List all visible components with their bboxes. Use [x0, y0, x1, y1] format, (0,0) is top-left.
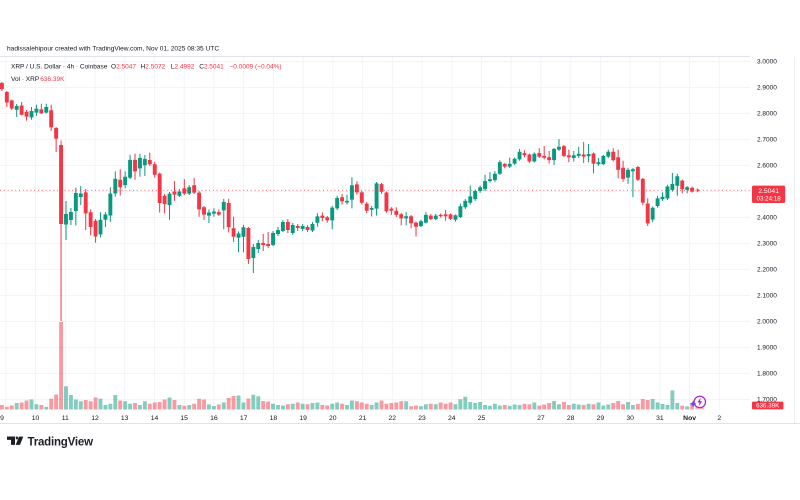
svg-text:30: 30 — [626, 415, 634, 422]
svg-text:03:24:18: 03:24:18 — [757, 196, 782, 203]
svg-text:hadissalehipour created with T: hadissalehipour created with TradingView… — [7, 45, 219, 52]
svg-text:1.9000: 1.9000 — [757, 344, 777, 351]
svg-text:1.8000: 1.8000 — [757, 370, 777, 377]
svg-text:2.5041: 2.5041 — [758, 188, 779, 195]
svg-text:21: 21 — [359, 415, 367, 422]
svg-text:27: 27 — [537, 415, 545, 422]
svg-text:17: 17 — [240, 415, 248, 422]
svg-text:2.9000: 2.9000 — [757, 84, 777, 91]
svg-text:2.2000: 2.2000 — [757, 266, 777, 273]
svg-text:9: 9 — [0, 415, 4, 422]
svg-text:2.7000: 2.7000 — [757, 136, 777, 143]
svg-text:12: 12 — [91, 415, 99, 422]
svg-text:TradingView: TradingView — [28, 437, 94, 449]
svg-text:22: 22 — [389, 415, 397, 422]
svg-text:2.1000: 2.1000 — [757, 292, 777, 299]
svg-text:2.4000: 2.4000 — [757, 214, 777, 221]
svg-text:31: 31 — [656, 415, 664, 422]
svg-text:636.39K: 636.39K — [756, 403, 780, 410]
svg-text:14: 14 — [151, 415, 159, 422]
svg-text:19: 19 — [299, 415, 307, 422]
svg-text:29: 29 — [597, 415, 605, 422]
svg-text:16: 16 — [210, 415, 218, 422]
svg-text:20: 20 — [329, 415, 337, 422]
svg-text:Vol · XRP636.39K: Vol · XRP636.39K — [11, 76, 65, 83]
svg-text:11: 11 — [62, 415, 69, 422]
svg-text:XRP / U.S. Dollar · 4h · Coinb: XRP / U.S. Dollar · 4h · Coinbase O2.5047… — [11, 63, 282, 70]
svg-text:2.6000: 2.6000 — [757, 162, 777, 169]
svg-text:10: 10 — [32, 415, 40, 422]
svg-text:2: 2 — [717, 415, 721, 422]
svg-text:24: 24 — [448, 415, 456, 422]
svg-text:Nov: Nov — [683, 415, 696, 422]
svg-text:15: 15 — [180, 415, 188, 422]
svg-text:3.0000: 3.0000 — [757, 58, 777, 65]
svg-text:2.0000: 2.0000 — [757, 318, 777, 325]
svg-text:25: 25 — [478, 415, 486, 422]
svg-text:2.3000: 2.3000 — [757, 240, 777, 247]
svg-text:13: 13 — [121, 415, 129, 422]
svg-text:28: 28 — [567, 415, 575, 422]
svg-text:18: 18 — [270, 415, 278, 422]
svg-text:23: 23 — [418, 415, 426, 422]
svg-text:2.8000: 2.8000 — [757, 110, 777, 117]
svg-text:1.7000: 1.7000 — [757, 396, 777, 403]
